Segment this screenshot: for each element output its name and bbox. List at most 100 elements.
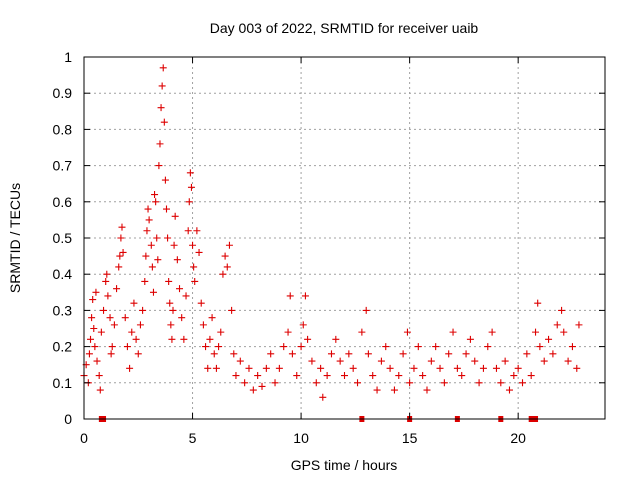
y-tick-label: 0.6	[53, 194, 73, 210]
data-point	[193, 227, 201, 235]
data-point	[107, 350, 115, 358]
data-point	[119, 248, 127, 256]
data-point	[132, 335, 140, 343]
data-point	[103, 270, 111, 278]
data-point	[484, 343, 492, 351]
data-point	[299, 321, 307, 329]
data-point	[382, 343, 390, 351]
data-point	[168, 335, 176, 343]
data-point	[152, 198, 160, 206]
x-tick-label: 0	[80, 430, 88, 446]
data-point	[92, 288, 100, 296]
data-point	[167, 321, 175, 329]
data-point	[171, 212, 179, 220]
data-point	[90, 325, 98, 332]
data-point	[169, 306, 177, 314]
data-point	[453, 364, 461, 372]
data-point	[215, 343, 223, 351]
data-point	[164, 234, 172, 242]
data-point	[195, 248, 203, 256]
data-point	[118, 223, 126, 231]
data-point	[117, 234, 125, 242]
data-point	[113, 285, 121, 293]
data-point	[178, 314, 186, 322]
y-tick-label: 0.9	[53, 85, 73, 101]
y-tick-label: 0.2	[53, 339, 73, 355]
data-point	[186, 169, 194, 177]
data-point	[319, 393, 327, 401]
data-point	[336, 357, 344, 365]
data-point	[249, 386, 257, 394]
data-point	[123, 343, 131, 351]
data-point	[89, 296, 97, 304]
data-point	[312, 379, 320, 387]
data-point	[141, 277, 149, 285]
data-point	[197, 299, 205, 307]
data-point	[139, 306, 147, 314]
y-tick-label: 0.4	[53, 266, 73, 282]
data-point	[332, 335, 340, 343]
data-point	[134, 350, 142, 358]
data-point	[245, 364, 253, 372]
data-point	[184, 227, 192, 235]
data-point	[449, 328, 457, 336]
data-point	[232, 372, 240, 380]
data-point	[458, 372, 466, 380]
data-point	[236, 357, 244, 365]
data-point	[317, 364, 325, 372]
data-point	[540, 357, 548, 365]
data-point	[345, 350, 353, 358]
data-point	[173, 256, 181, 264]
data-point	[126, 364, 134, 372]
x-tick-label: 20	[510, 430, 526, 446]
y-tick-label: 0.7	[53, 158, 73, 174]
data-point	[527, 372, 535, 380]
data-point	[564, 357, 572, 365]
data-point	[106, 314, 114, 322]
data-point	[558, 306, 566, 314]
data-point	[187, 183, 195, 191]
data-point	[432, 343, 440, 351]
data-point	[182, 292, 190, 300]
data-point	[191, 277, 199, 285]
data-point	[297, 343, 305, 351]
data-point	[475, 379, 483, 387]
data-point	[170, 241, 178, 249]
data-point	[219, 270, 227, 278]
data-point	[223, 263, 231, 271]
data-point	[549, 350, 557, 358]
data-point	[88, 314, 96, 322]
data-point	[217, 328, 225, 336]
data-point	[377, 357, 385, 365]
data-point	[210, 350, 218, 358]
data-point	[390, 386, 398, 394]
data-point	[87, 335, 95, 343]
data-point	[97, 328, 105, 336]
data-point	[536, 343, 544, 351]
data-point	[95, 372, 103, 380]
data-point	[271, 379, 279, 387]
data-point	[161, 176, 169, 184]
data-point	[573, 364, 581, 372]
data-point	[284, 328, 292, 336]
data-point	[479, 364, 487, 372]
data-point	[136, 321, 144, 329]
data-point	[423, 386, 431, 394]
data-point	[199, 321, 207, 329]
y-tick-label: 0.8	[53, 121, 73, 137]
data-point	[510, 372, 518, 380]
data-point	[189, 241, 197, 249]
data-point	[93, 357, 101, 365]
data-point	[545, 335, 553, 343]
data-point	[149, 288, 157, 296]
data-point	[121, 314, 129, 322]
data-point	[373, 386, 381, 394]
y-tick-label: 0.5	[53, 230, 73, 246]
data-point	[364, 350, 372, 358]
data-point	[262, 364, 270, 372]
data-point	[386, 364, 394, 372]
data-point	[349, 364, 357, 372]
data-point	[143, 227, 151, 235]
data-point	[304, 335, 312, 343]
data-point	[301, 292, 309, 300]
